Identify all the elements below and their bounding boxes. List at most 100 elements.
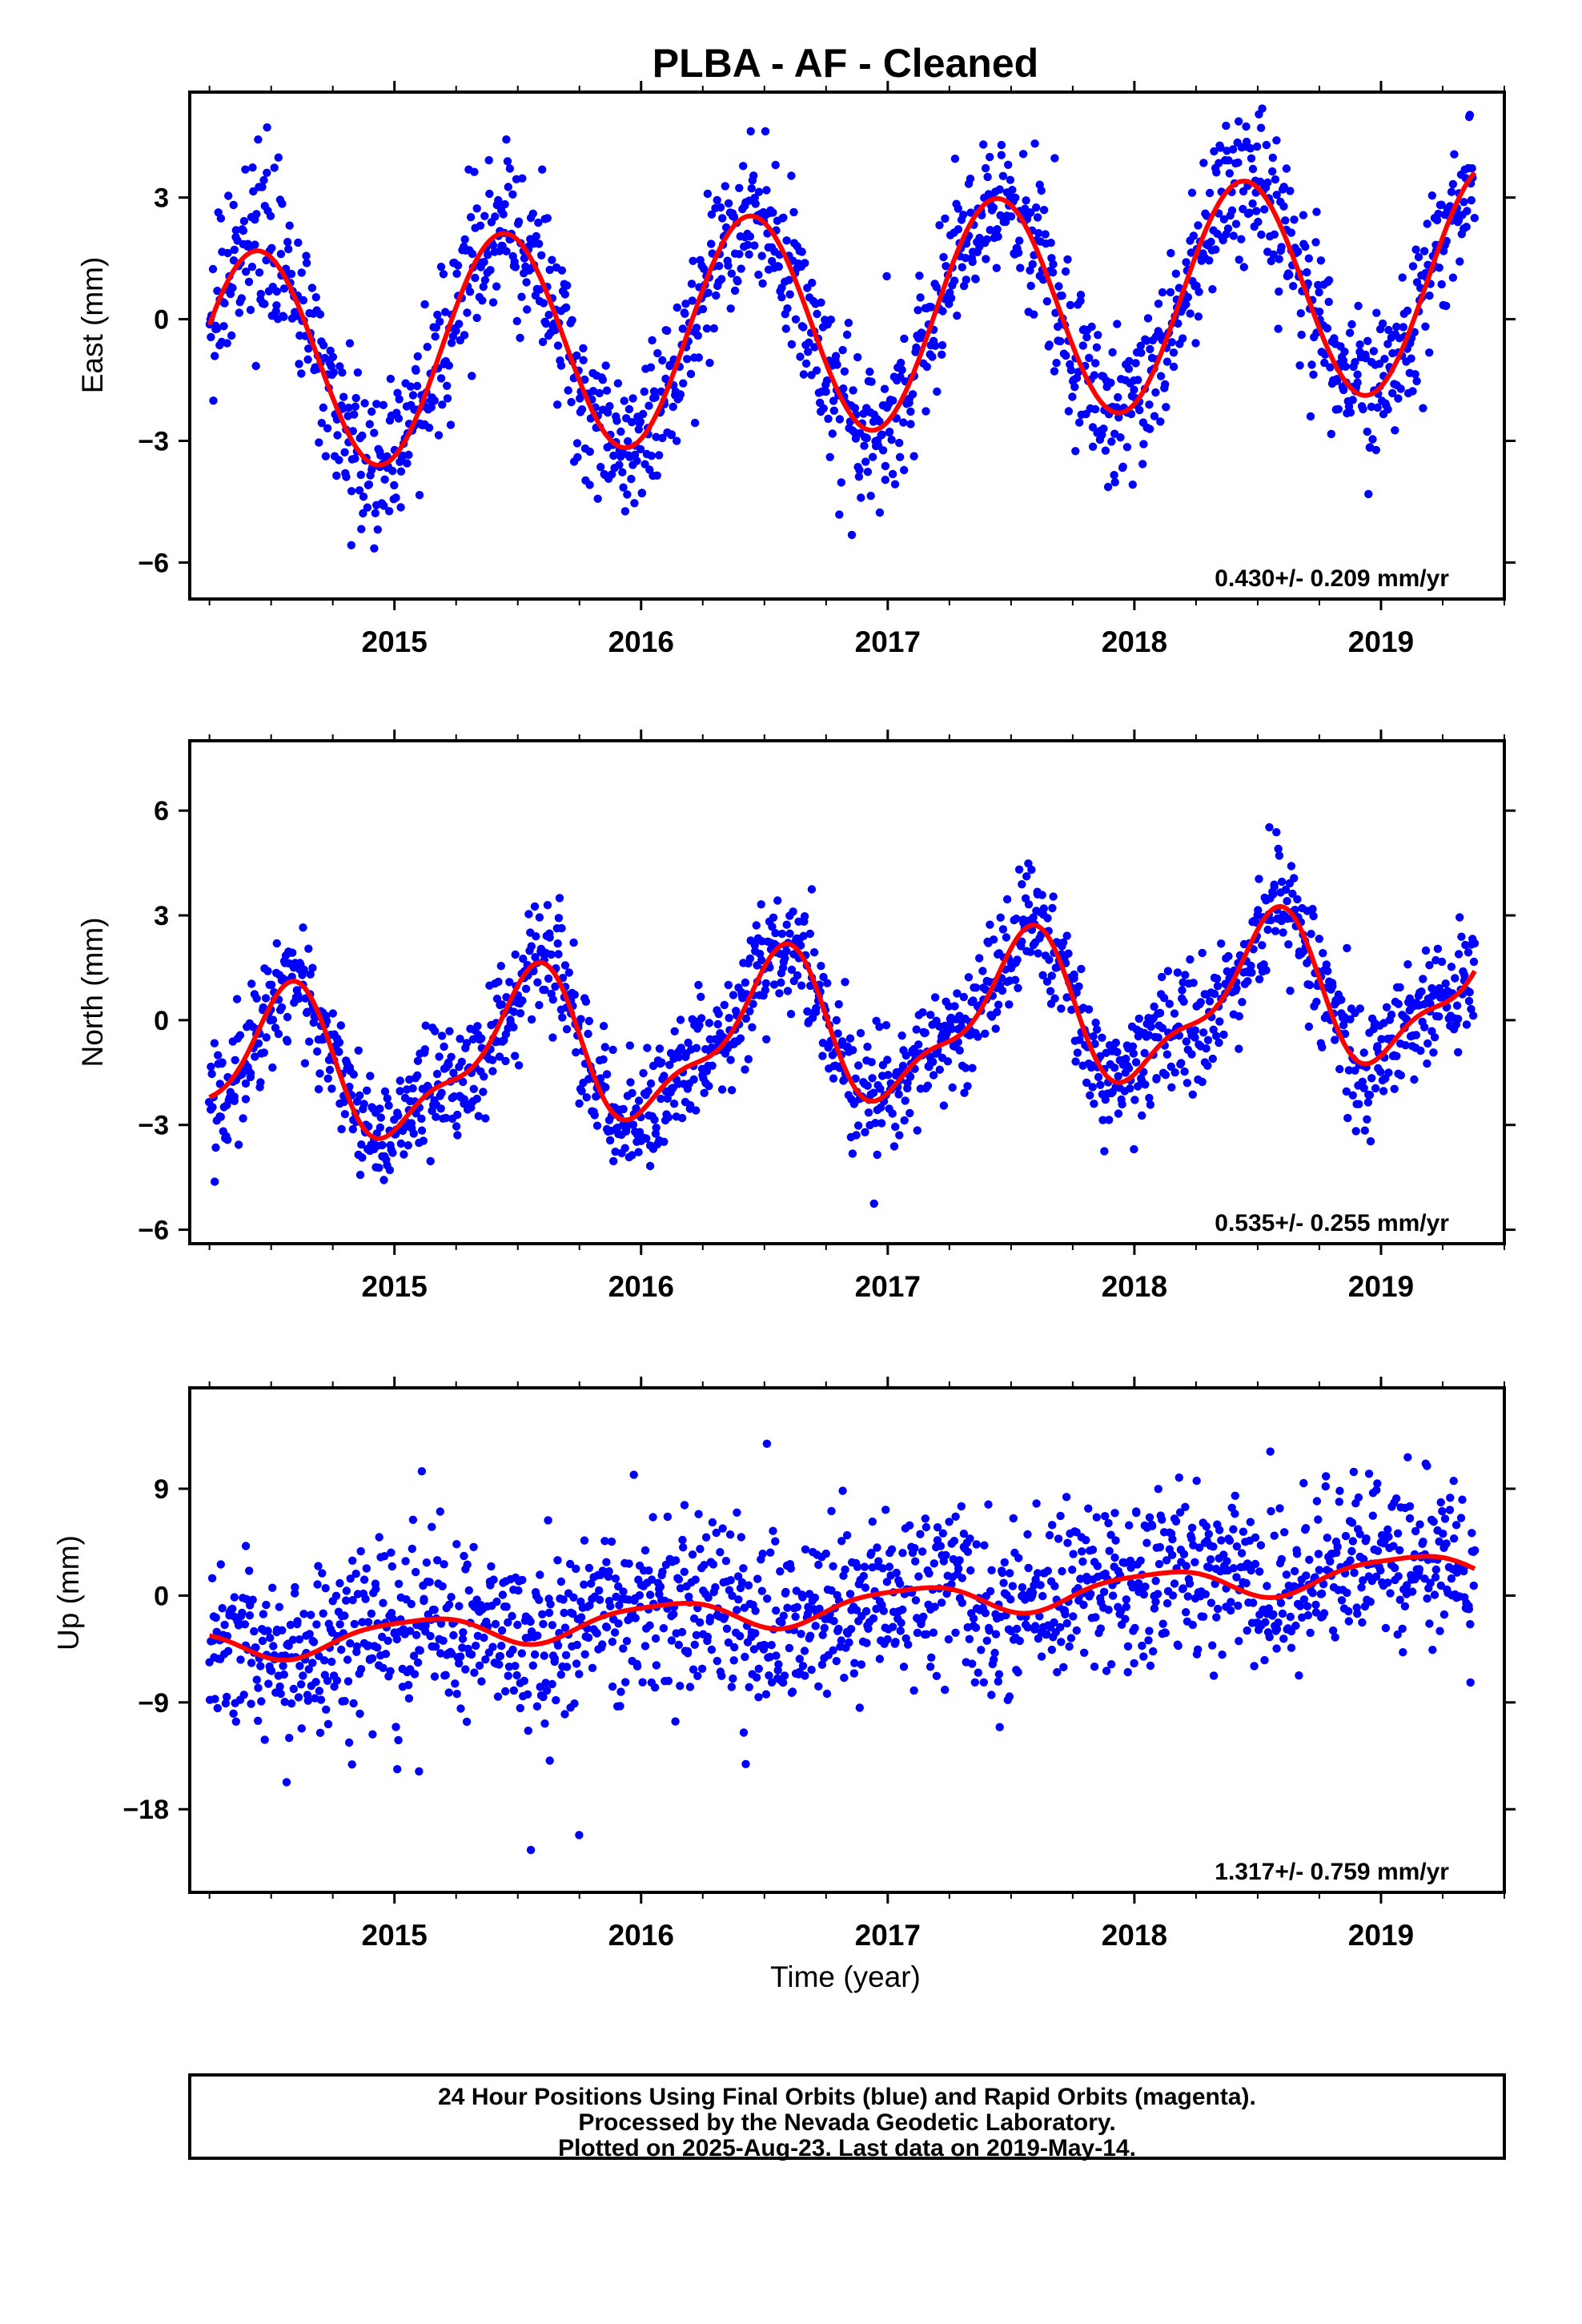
data-point bbox=[1217, 1536, 1226, 1545]
data-point bbox=[559, 1595, 568, 1604]
data-point bbox=[300, 1059, 310, 1068]
data-point bbox=[733, 1508, 741, 1518]
data-point bbox=[913, 1126, 922, 1135]
data-point bbox=[340, 1611, 349, 1620]
data-point bbox=[1403, 1453, 1412, 1462]
data-point bbox=[564, 968, 573, 977]
data-point bbox=[605, 1136, 615, 1145]
data-point bbox=[994, 1677, 1003, 1686]
data-point bbox=[307, 1610, 315, 1619]
data-point bbox=[1026, 947, 1035, 956]
data-point bbox=[1187, 1050, 1196, 1059]
data-point bbox=[477, 1677, 486, 1686]
data-point bbox=[1435, 263, 1443, 272]
data-point bbox=[824, 414, 833, 424]
data-point bbox=[995, 1723, 1004, 1731]
data-point bbox=[854, 472, 864, 481]
data-point bbox=[1308, 904, 1317, 914]
data-point bbox=[705, 1082, 713, 1091]
data-point bbox=[1178, 334, 1187, 343]
data-point bbox=[1457, 932, 1466, 941]
data-point bbox=[550, 1654, 559, 1663]
data-point bbox=[286, 1620, 295, 1630]
data-point bbox=[1235, 1011, 1244, 1021]
data-point bbox=[936, 1542, 946, 1550]
data-point bbox=[1122, 1602, 1131, 1611]
data-point bbox=[1426, 1578, 1435, 1587]
data-point bbox=[475, 1661, 484, 1670]
data-point bbox=[1309, 911, 1318, 921]
data-point bbox=[272, 939, 281, 948]
data-point bbox=[582, 1093, 591, 1102]
data-point bbox=[585, 480, 594, 489]
data-point bbox=[500, 199, 509, 209]
data-point bbox=[223, 1647, 233, 1655]
data-point bbox=[489, 1575, 498, 1584]
data-point bbox=[356, 1665, 366, 1674]
data-point bbox=[1029, 913, 1038, 922]
data-point bbox=[1383, 405, 1392, 414]
data-point bbox=[786, 1564, 795, 1573]
data-point bbox=[752, 921, 761, 930]
data-point bbox=[955, 1046, 964, 1055]
data-point bbox=[650, 1116, 659, 1124]
data-point bbox=[1364, 489, 1373, 499]
data-point bbox=[1384, 1532, 1393, 1542]
data-point bbox=[497, 1626, 507, 1635]
figure-title: PLBA - AF - Cleaned bbox=[652, 41, 1038, 86]
data-point bbox=[1323, 967, 1332, 975]
data-point bbox=[497, 1000, 507, 1009]
data-point bbox=[322, 1705, 331, 1714]
data-point bbox=[1154, 1485, 1163, 1494]
data-point bbox=[474, 1112, 483, 1120]
data-point bbox=[1275, 255, 1283, 263]
data-point bbox=[287, 269, 296, 279]
data-point bbox=[614, 1619, 623, 1628]
data-point bbox=[1062, 931, 1071, 940]
x-tick-label: 2019 bbox=[1348, 1270, 1414, 1303]
data-point bbox=[799, 370, 809, 379]
data-point bbox=[355, 1091, 364, 1100]
data-point bbox=[1315, 308, 1324, 316]
data-point bbox=[1349, 1467, 1359, 1477]
data-point bbox=[1090, 1039, 1099, 1048]
data-point bbox=[818, 1039, 828, 1047]
data-point bbox=[912, 343, 921, 352]
data-point bbox=[263, 967, 272, 975]
data-point bbox=[1182, 1562, 1191, 1570]
data-point bbox=[216, 1560, 225, 1569]
data-point bbox=[1247, 968, 1256, 977]
data-point bbox=[1205, 188, 1215, 198]
data-point bbox=[332, 471, 341, 480]
y-tick-label: −3 bbox=[138, 1111, 169, 1141]
data-point bbox=[1148, 1522, 1157, 1530]
data-point bbox=[708, 1061, 717, 1071]
data-point bbox=[266, 1634, 275, 1642]
data-point bbox=[1344, 1617, 1354, 1626]
data-point bbox=[385, 1165, 395, 1175]
data-point bbox=[990, 1655, 998, 1664]
data-point bbox=[441, 308, 450, 316]
data-point bbox=[697, 1014, 706, 1023]
data-point bbox=[829, 1074, 838, 1083]
data-point bbox=[677, 1043, 685, 1052]
data-point bbox=[1069, 1612, 1078, 1621]
data-point bbox=[1229, 1564, 1239, 1573]
data-point bbox=[915, 271, 924, 280]
data-point bbox=[651, 1634, 661, 1643]
data-point bbox=[259, 1048, 268, 1057]
data-point bbox=[463, 1560, 472, 1569]
data-point bbox=[284, 244, 293, 254]
data-point bbox=[280, 1698, 289, 1707]
data-point bbox=[229, 200, 238, 210]
data-point bbox=[380, 1552, 389, 1561]
data-point bbox=[1229, 231, 1239, 240]
data-point bbox=[1116, 433, 1125, 442]
data-point bbox=[684, 1038, 693, 1047]
data-point bbox=[396, 1076, 404, 1085]
data-point bbox=[1405, 1502, 1415, 1511]
data-point bbox=[1046, 987, 1055, 995]
footer-line-3: Plotted on 2025-Aug-23. Last data on 201… bbox=[558, 2135, 1136, 2161]
data-point bbox=[1013, 955, 1022, 964]
data-point bbox=[659, 1624, 669, 1633]
